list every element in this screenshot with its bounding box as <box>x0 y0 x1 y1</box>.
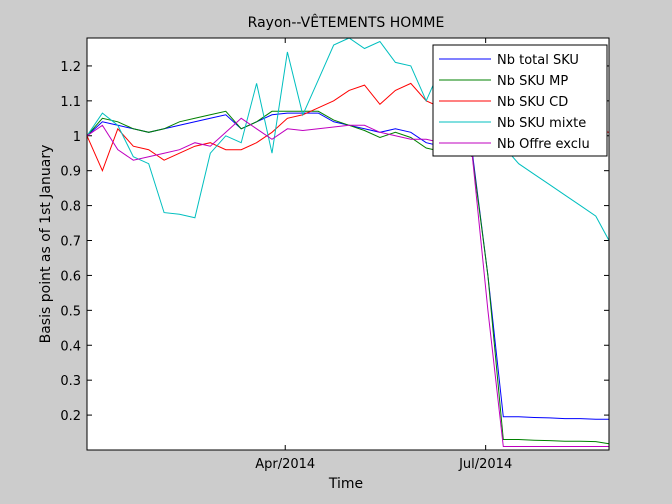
y-tick-label: 1 <box>73 130 81 145</box>
axis-ticks: 0.2 0.3 0.4 0.5 0.6 0.7 0.8 0.9 1 1.1 1.2 Apr/2014 J… <box>60 38 609 472</box>
y-tick-label: 0.7 <box>60 235 81 250</box>
plot-frame <box>86 37 610 451</box>
y-tick-label: 1.1 <box>60 95 81 110</box>
y-tick-label: 0.8 <box>60 200 81 215</box>
y-tick-label: 0.9 <box>60 165 81 180</box>
legend-label-3: Nb SKU mixte <box>497 116 586 131</box>
x-axis-label: Time <box>328 476 363 492</box>
chart-title: Rayon--VÊTEMENTS HOMME <box>248 13 445 31</box>
y-tick-label: 1.2 <box>60 60 81 75</box>
legend-label-4: Nb Offre exclu <box>497 137 590 152</box>
y-axis-label: Basis point as of 1st January <box>38 145 54 344</box>
legend: Nb total SKU Nb SKU MP Nb SKU CD Nb SKU mix… <box>432 44 608 157</box>
y-tick-label: 0.6 <box>60 269 81 284</box>
y-tick-label: 0.3 <box>60 374 81 389</box>
y-tick-label: 0.5 <box>60 304 81 319</box>
legend-label-0: Nb total SKU <box>497 53 579 68</box>
series-line-4 <box>86 117 609 447</box>
y-tick-label: 0.2 <box>60 409 81 424</box>
legend-label-2: Nb SKU CD <box>497 95 568 110</box>
series-lines <box>86 37 610 447</box>
y-tick-label: 0.4 <box>60 339 81 354</box>
x-tick-label: Jul/2014 <box>458 457 512 472</box>
legend-label-1: Nb SKU MP <box>497 74 568 89</box>
x-tick-label: Apr/2014 <box>255 457 315 472</box>
